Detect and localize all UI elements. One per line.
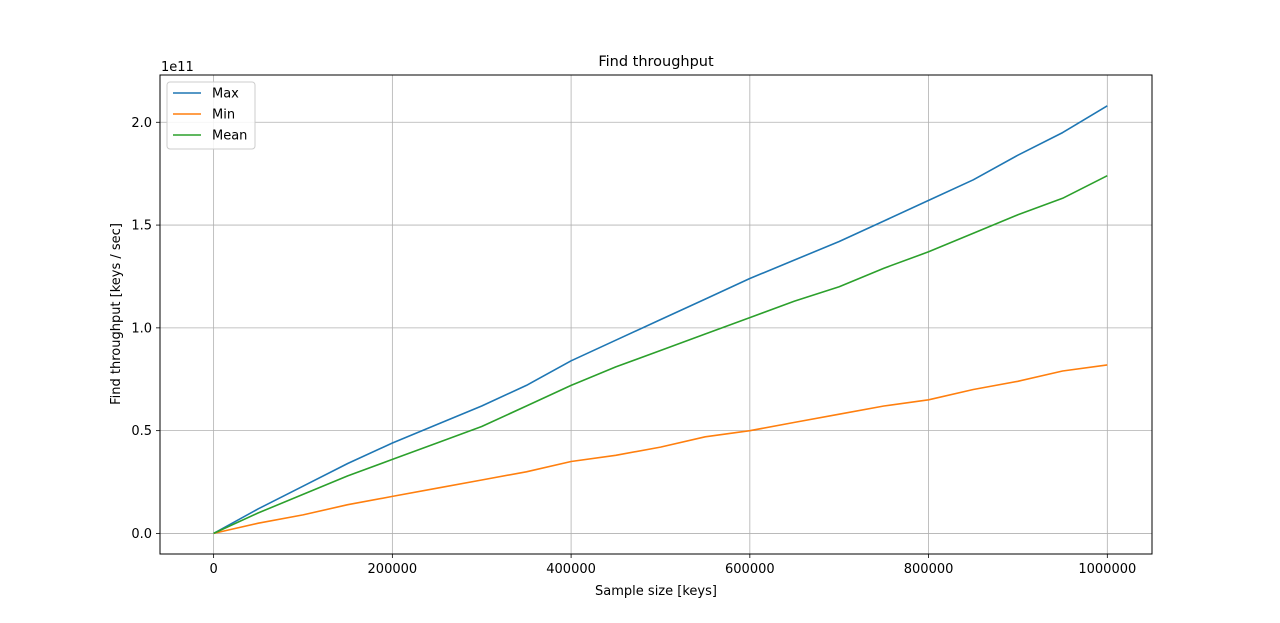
x-tick-label: 600000 — [725, 562, 775, 577]
series-lines — [213, 105, 1108, 535]
legend-label-min: Min — [212, 108, 235, 123]
y-axis-label: Find throughput [keys / sec] — [109, 223, 124, 405]
grid — [160, 75, 1152, 554]
x-axis-label: Sample size [keys] — [595, 584, 717, 599]
series-line-mean — [213, 174, 1108, 535]
legend: Max Min Mean — [166, 81, 256, 150]
x-tick-label: 200000 — [368, 562, 418, 577]
y-axis-offset-label: 1e11 — [161, 60, 194, 75]
legend-label-max: Max — [212, 87, 239, 102]
series-line-max — [213, 105, 1108, 535]
plot-frame — [159, 74, 1153, 555]
legend-label-mean: Mean — [212, 129, 247, 144]
y-tick-label: 0.0 — [131, 527, 152, 542]
y-tick-label: 0.5 — [131, 424, 152, 439]
y-tick-label: 1.5 — [131, 219, 152, 234]
legend-box — [166, 81, 256, 150]
x-axis-ticks: 0 200000 400000 600000 800000 1000000 — [209, 554, 1136, 577]
chart-title: Find throughput — [598, 54, 714, 70]
x-tick-label: 800000 — [904, 562, 954, 577]
y-tick-label: 1.0 — [131, 321, 152, 336]
y-axis-ticks: 0.0 0.5 1.0 1.5 2.0 — [131, 116, 160, 542]
y-tick-label: 2.0 — [131, 116, 152, 131]
series-line-min — [213, 364, 1108, 535]
x-tick-label: 400000 — [546, 562, 596, 577]
x-tick-label: 0 — [209, 562, 217, 577]
x-tick-label: 1000000 — [1078, 562, 1136, 577]
